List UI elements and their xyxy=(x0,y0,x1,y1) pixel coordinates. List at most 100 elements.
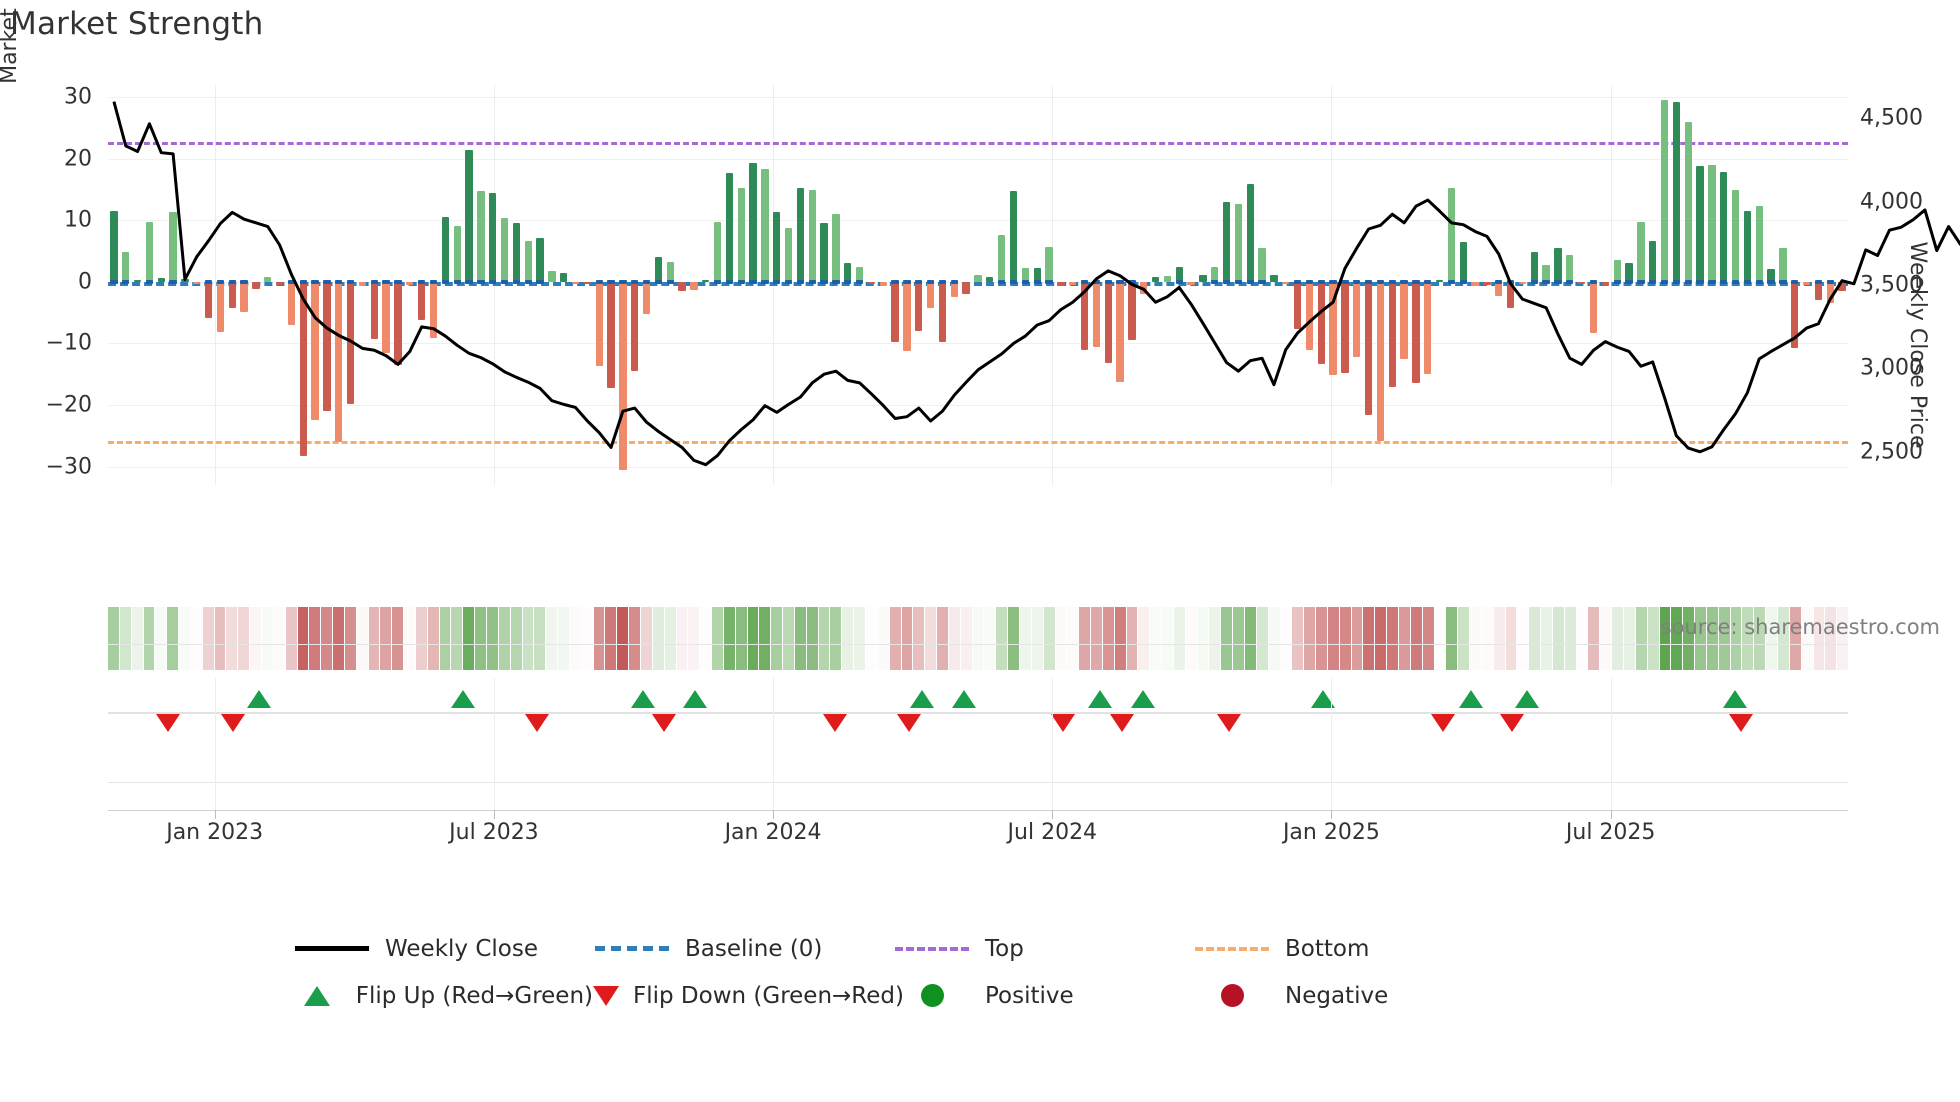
heatmap-cell xyxy=(925,607,937,670)
heatmap-cell xyxy=(155,607,167,670)
legend-item-flip-down[interactable]: Flip Down (Green→Red) xyxy=(593,983,904,1009)
strength-bar xyxy=(536,237,544,282)
legend-item-weekly-close[interactable]: Weekly Close xyxy=(293,936,593,962)
strength-bar xyxy=(1720,172,1728,282)
heatmap-cell xyxy=(1162,607,1173,670)
baseline-cap xyxy=(1009,279,1018,284)
strength-bar xyxy=(204,281,213,319)
heatmap-cell xyxy=(972,607,984,670)
heatmap-cell xyxy=(866,607,877,670)
strength-bar xyxy=(1838,281,1846,292)
baseline-cap xyxy=(1649,279,1657,284)
strength-bar xyxy=(1578,281,1586,285)
heatmap-cell xyxy=(901,607,913,670)
x-axis-tick-mark xyxy=(214,810,216,819)
strength-bar xyxy=(1400,281,1408,359)
baseline-cap xyxy=(1660,279,1669,284)
heatmap-cell xyxy=(1102,607,1114,670)
strength-bar xyxy=(228,281,236,309)
heatmap-cell xyxy=(498,607,510,670)
strength-bar xyxy=(1199,274,1207,282)
baseline-cap xyxy=(1080,279,1089,284)
strength-bar xyxy=(1045,246,1053,282)
heatmap-cell xyxy=(1197,607,1209,670)
heatmap-cell xyxy=(1564,607,1576,670)
strength-bar xyxy=(820,222,828,282)
heatmap-cell xyxy=(1304,607,1316,670)
strength-bar xyxy=(453,225,461,282)
heatmap-cell xyxy=(1624,607,1635,670)
legend-item-baseline[interactable]: Baseline (0) xyxy=(593,936,893,962)
strength-bar xyxy=(252,281,260,289)
x-axis-tick-mark xyxy=(1052,810,1054,819)
x-axis-tick-label: Jul 2024 xyxy=(1007,820,1098,845)
heatmap-cell xyxy=(1339,607,1351,670)
heatmap-cell xyxy=(1529,607,1541,670)
strength-bar xyxy=(998,235,1006,282)
legend-item-bottom[interactable]: Bottom xyxy=(1193,936,1493,962)
heatmap-cell xyxy=(238,607,250,670)
heatmap-cell xyxy=(1292,607,1304,670)
flip-marker-row xyxy=(108,678,1848,746)
heatmap-cell xyxy=(463,607,475,670)
y-axis-right-tick: 4,000 xyxy=(1860,189,1923,215)
strength-bar xyxy=(832,214,840,282)
strength-bar xyxy=(1518,281,1527,284)
vertical-gridline-lower xyxy=(1052,678,1054,810)
x-axis-tick-mark xyxy=(1610,810,1612,819)
baseline-cap xyxy=(489,279,497,284)
vertical-gridline-lower xyxy=(1610,678,1612,810)
x-axis-tick-mark xyxy=(1331,810,1333,819)
heatmap-cell xyxy=(226,607,238,670)
legend-item-top[interactable]: Top xyxy=(893,936,1193,962)
heatmap-cell xyxy=(297,607,309,670)
legend-item-flip-up[interactable]: Flip Up (Red→Green) xyxy=(293,983,593,1009)
legend-item-positive[interactable]: Positive xyxy=(893,983,1193,1009)
strength-bar xyxy=(642,281,651,314)
baseline-cap xyxy=(1128,279,1136,284)
strength-bar xyxy=(1282,281,1290,285)
baseline-cap xyxy=(1814,279,1823,284)
heatmap-cell xyxy=(1481,607,1493,670)
baseline-cap xyxy=(1542,279,1550,284)
flip-down-marker xyxy=(1110,714,1135,732)
heatmap-cell xyxy=(392,607,404,670)
heatmap-cell xyxy=(534,607,546,670)
strength-bar xyxy=(1530,251,1538,282)
strength-bar xyxy=(619,281,627,470)
heatmap-cell xyxy=(712,607,723,670)
heatmap-cell xyxy=(842,607,854,670)
legend-item-label: Flip Up (Red→Green) xyxy=(355,982,593,1009)
strength-bar xyxy=(571,281,580,285)
strength-bar xyxy=(1033,267,1041,282)
legend-item-negative[interactable]: Negative xyxy=(1193,983,1493,1009)
baseline-cap xyxy=(1353,279,1361,284)
baseline-cap xyxy=(654,279,663,284)
strength-bar xyxy=(1637,222,1645,282)
baseline-cap xyxy=(1755,279,1763,284)
strength-bar xyxy=(1222,201,1231,282)
baseline-cap xyxy=(122,279,130,284)
vertical-gridline-lower xyxy=(214,678,216,810)
strength-bar xyxy=(275,281,284,285)
baseline-cap xyxy=(784,279,793,284)
baseline-cap xyxy=(1731,279,1740,284)
heatmap-cell xyxy=(1789,607,1801,670)
heatmap-cell xyxy=(1221,607,1233,670)
baseline-cap xyxy=(1033,279,1041,284)
strength-bar xyxy=(429,281,438,338)
strength-bar xyxy=(323,281,331,412)
heatmap-cell xyxy=(1671,607,1683,670)
strength-bar xyxy=(1731,189,1740,282)
strength-bar xyxy=(465,149,473,282)
legend-swatch-shape xyxy=(895,946,969,951)
flip-down-marker xyxy=(897,714,922,732)
strength-bar xyxy=(1376,281,1385,441)
strength-bar xyxy=(1506,281,1515,309)
gridline xyxy=(108,343,1848,345)
heatmap-cell xyxy=(510,607,522,670)
strength-bar xyxy=(1802,281,1811,285)
baseline-cap xyxy=(844,279,852,284)
x-axis-spine xyxy=(108,810,1848,811)
flip-up-marker xyxy=(630,690,655,708)
